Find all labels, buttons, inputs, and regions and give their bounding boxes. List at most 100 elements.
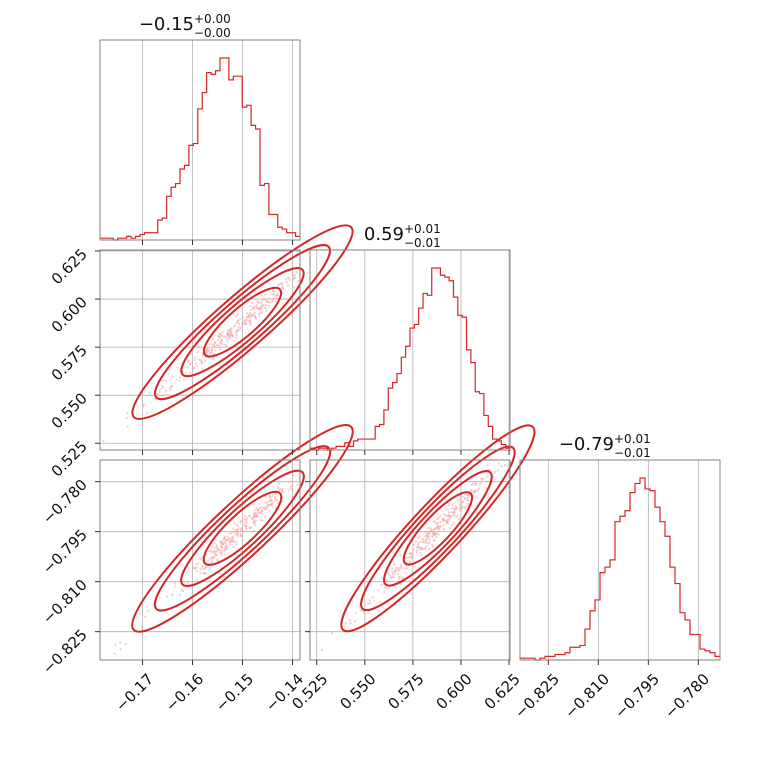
sample-point xyxy=(232,546,235,549)
sample-point xyxy=(195,570,198,573)
sample-point xyxy=(353,620,357,623)
sample-point xyxy=(218,336,221,339)
sample-point xyxy=(204,572,208,575)
sample-point xyxy=(211,337,215,340)
sample-point xyxy=(258,308,261,311)
sample-point xyxy=(296,483,299,486)
sample-point xyxy=(235,333,238,336)
sample-point xyxy=(200,361,203,364)
sample-point xyxy=(239,535,243,538)
sample-point xyxy=(220,340,223,343)
sample-point xyxy=(241,324,244,327)
sample-point xyxy=(452,521,455,524)
sample-point xyxy=(159,387,162,391)
sample-point xyxy=(486,475,489,478)
sample-point xyxy=(497,469,500,472)
sample-point xyxy=(439,525,442,528)
sample-point xyxy=(431,543,434,546)
sample-point xyxy=(467,502,470,505)
sample-point xyxy=(472,494,475,498)
sample-point xyxy=(399,575,402,578)
sample-point xyxy=(282,287,285,290)
sample-point xyxy=(404,571,408,575)
sample-point xyxy=(475,496,478,499)
sample-point xyxy=(237,325,241,329)
sample-point xyxy=(246,318,249,321)
sample-point xyxy=(412,548,415,551)
sample-point xyxy=(199,568,202,571)
sample-point xyxy=(229,540,232,543)
sample-point xyxy=(268,304,271,308)
sample-point xyxy=(291,473,295,476)
sample-point xyxy=(212,556,215,559)
sample-point xyxy=(422,538,425,541)
sample-point xyxy=(226,535,229,538)
title-minus: −0.01 xyxy=(614,446,651,460)
sample-point xyxy=(287,284,290,287)
sample-point xyxy=(233,522,236,525)
sample-point xyxy=(188,363,192,366)
sample-point xyxy=(210,350,213,354)
sample-point xyxy=(330,632,334,635)
sample-point xyxy=(271,505,274,508)
sample-point xyxy=(169,386,172,389)
sample-point xyxy=(461,496,464,499)
sample-point xyxy=(260,509,263,512)
sample-point xyxy=(236,524,239,528)
title-median: 0.59 xyxy=(364,224,404,245)
plot-curves xyxy=(100,57,720,661)
panel-frame-0-2 xyxy=(99,459,301,661)
sample-point xyxy=(201,556,204,559)
title-median: −0.79 xyxy=(559,434,614,455)
sample-point xyxy=(414,540,417,544)
sample-point xyxy=(158,390,161,394)
sample-point xyxy=(477,489,480,492)
sample-point xyxy=(205,348,209,352)
sample-point xyxy=(493,472,496,475)
title-plus: +0.00 xyxy=(194,12,231,26)
sample-point xyxy=(138,612,141,615)
sample-point xyxy=(171,375,174,378)
sample-point xyxy=(256,300,259,303)
sample-point xyxy=(391,572,394,575)
sample-point xyxy=(211,348,214,351)
sample-points xyxy=(102,268,509,655)
sample-point xyxy=(201,565,204,568)
sample-point xyxy=(269,498,272,501)
sample-point xyxy=(227,538,230,541)
sample-point xyxy=(391,567,394,571)
sample-point xyxy=(401,577,404,580)
sample-point xyxy=(432,531,435,534)
sample-point xyxy=(169,388,172,391)
sample-point xyxy=(194,356,197,359)
x-tick-label-p2: −0.825 xyxy=(511,670,563,722)
sample-point xyxy=(156,392,160,396)
sample-point xyxy=(185,371,188,374)
x-tick-label-p0: −0.16 xyxy=(162,670,207,715)
sample-point xyxy=(216,547,219,550)
sample-point xyxy=(282,292,285,295)
sample-point xyxy=(229,329,232,332)
sample-point xyxy=(287,473,290,476)
sample-point xyxy=(245,316,249,319)
sample-point xyxy=(228,334,231,337)
sample-point xyxy=(393,563,396,566)
sample-point xyxy=(482,477,486,480)
sample-point xyxy=(220,544,223,547)
contour-01-1 xyxy=(180,267,305,378)
sample-point xyxy=(321,648,324,652)
sample-point xyxy=(164,379,167,382)
y-tick-label-p1: 0.525 xyxy=(48,437,91,480)
sample-point xyxy=(265,507,268,511)
sample-point xyxy=(243,523,246,526)
x-tick-label-p2: −0.810 xyxy=(561,670,613,722)
sample-point xyxy=(452,501,456,505)
sample-point xyxy=(257,512,260,515)
sample-point xyxy=(119,641,122,644)
sample-point xyxy=(229,537,232,540)
sample-point xyxy=(241,529,245,532)
sample-point xyxy=(459,502,462,506)
sample-point xyxy=(253,523,257,527)
sample-point xyxy=(205,565,208,569)
sample-point xyxy=(447,511,451,514)
